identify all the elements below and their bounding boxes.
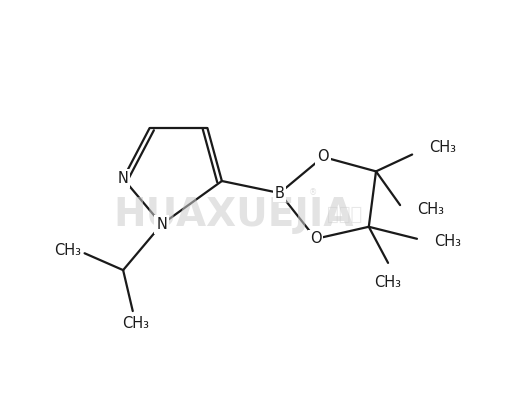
Text: O: O xyxy=(317,149,329,164)
Text: CH₃: CH₃ xyxy=(54,243,81,259)
Text: N: N xyxy=(118,171,128,186)
Text: CH₃: CH₃ xyxy=(375,275,401,290)
Text: CH₃: CH₃ xyxy=(417,203,444,217)
Text: CH₃: CH₃ xyxy=(434,234,461,249)
Text: CH₃: CH₃ xyxy=(122,316,149,331)
Text: B: B xyxy=(275,186,285,200)
Text: ®: ® xyxy=(309,188,317,198)
Text: N: N xyxy=(156,217,167,232)
Text: O: O xyxy=(310,231,321,247)
Text: 化学加: 化学加 xyxy=(327,205,362,224)
Text: CH₃: CH₃ xyxy=(429,140,456,155)
Text: HUAXUEJIA: HUAXUEJIA xyxy=(114,196,354,234)
